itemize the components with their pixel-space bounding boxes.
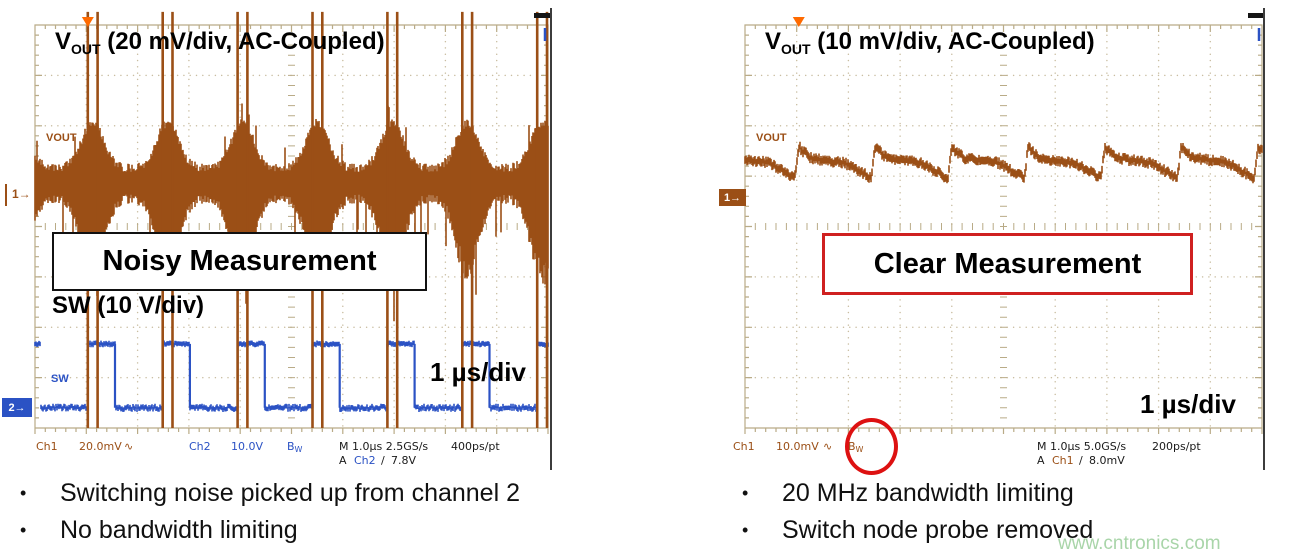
left-bw-limit-indicator: BW <box>287 440 302 454</box>
bullet-text: 20 MHz bandwidth limiting <box>782 479 1074 507</box>
left-scope-graticule <box>34 11 551 434</box>
bullet-text: Switch node probe removed <box>782 516 1094 544</box>
left-ch1-coupling-icon: ∿ <box>124 440 134 453</box>
title-v: V <box>765 28 782 55</box>
bullet-text: No bandwidth limiting <box>60 516 298 544</box>
left-ch1-readout: Ch1 <box>36 440 58 453</box>
title-v: V <box>55 28 72 55</box>
title-rest: (20 mV/div, AC-Coupled) <box>100 28 385 55</box>
right-ch1-scale-readout: 10.0mV <box>776 440 819 453</box>
right-trigger-source: Ch1 <box>1052 454 1074 467</box>
ch1-level-bar <box>5 184 7 206</box>
list-item: • Switch node probe removed <box>742 516 1262 545</box>
left-trigger-level: 7.8V <box>391 454 417 467</box>
bullet-icon: • <box>742 520 749 540</box>
left-ch2-marker: 2→ <box>2 398 32 417</box>
right-ch1-coupling-icon: ∿ <box>823 440 833 453</box>
noisy-measurement-label: Noisy Measurement <box>52 232 427 291</box>
bullet-icon: • <box>20 520 27 540</box>
right-vout-trace-label: VOUT <box>756 132 787 144</box>
title-sub: OUT <box>71 41 101 57</box>
bullet-icon: • <box>742 483 749 503</box>
left-acquisition-readout: M 1.0µs 2.5GS/s <box>339 440 429 453</box>
trigger-position-icon <box>81 17 94 27</box>
right-sample-rate-readout: 200ps/pt <box>1152 440 1201 453</box>
trigger-position-icon <box>792 17 805 27</box>
right-timebase-caption: 1 µs/div <box>1140 389 1236 419</box>
list-item: • Switching noise picked up from channel… <box>20 479 680 508</box>
left-trigger-a: A <box>339 454 347 467</box>
right-trigger-a: A <box>1037 454 1045 467</box>
left-trigger-source: Ch2 <box>354 454 376 467</box>
left-vout-trace-label: VOUT <box>46 132 77 144</box>
bullet-icon: • <box>20 483 27 503</box>
right-scope-image-border <box>1263 8 1265 470</box>
left-ch2-readout: Ch2 <box>189 440 211 453</box>
watermark: www.cntronics.com <box>1058 533 1221 554</box>
right-acquisition-readout: M 1.0µs 5.0GS/s <box>1037 440 1127 453</box>
bw-b: B <box>287 440 295 453</box>
right-scope-graticule <box>744 13 1265 434</box>
right-trigger-level: 8.0mV <box>1089 454 1125 467</box>
title-sub: OUT <box>781 41 811 57</box>
left-sample-rate-readout: 400ps/pt <box>451 440 500 453</box>
right-bullet-list: • 20 MHz bandwidth limiting • Switch nod… <box>742 479 1262 553</box>
left-scope-title: VOUT (20 mV/div, AC-Coupled) <box>55 28 385 57</box>
right-ch1-marker: 1→ <box>719 189 746 206</box>
clear-measurement-label: Clear Measurement <box>822 233 1193 295</box>
bw-highlight-circle <box>845 418 898 475</box>
left-sw-trace-label: SW <box>51 373 69 385</box>
left-ch1-scale-readout: 20.0mV <box>79 440 122 453</box>
left-timebase-caption: 1 µs/div <box>430 357 526 387</box>
left-ch2-scale-readout: 10.0V <box>231 440 264 453</box>
right-trigger-slope-icon: / <box>1079 454 1083 467</box>
list-item: • 20 MHz bandwidth limiting <box>742 479 1262 508</box>
left-bullet-list: • Switching noise picked up from channel… <box>20 479 680 553</box>
list-item: • No bandwidth limiting <box>20 516 680 545</box>
bw-w: W <box>294 445 303 454</box>
bullet-text: Switching noise picked up from channel 2 <box>60 479 520 507</box>
right-scope-title: VOUT (10 mV/div, AC-Coupled) <box>765 28 1095 57</box>
left-ch1-marker: 1→ <box>12 187 31 201</box>
title-rest: (10 mV/div, AC-Coupled) <box>810 28 1095 55</box>
sw-scale-caption: SW (10 V/div) <box>52 292 205 319</box>
left-trigger-slope-icon: / <box>381 454 385 467</box>
left-scope-image-border <box>550 8 552 470</box>
right-ch1-readout: Ch1 <box>733 440 755 453</box>
